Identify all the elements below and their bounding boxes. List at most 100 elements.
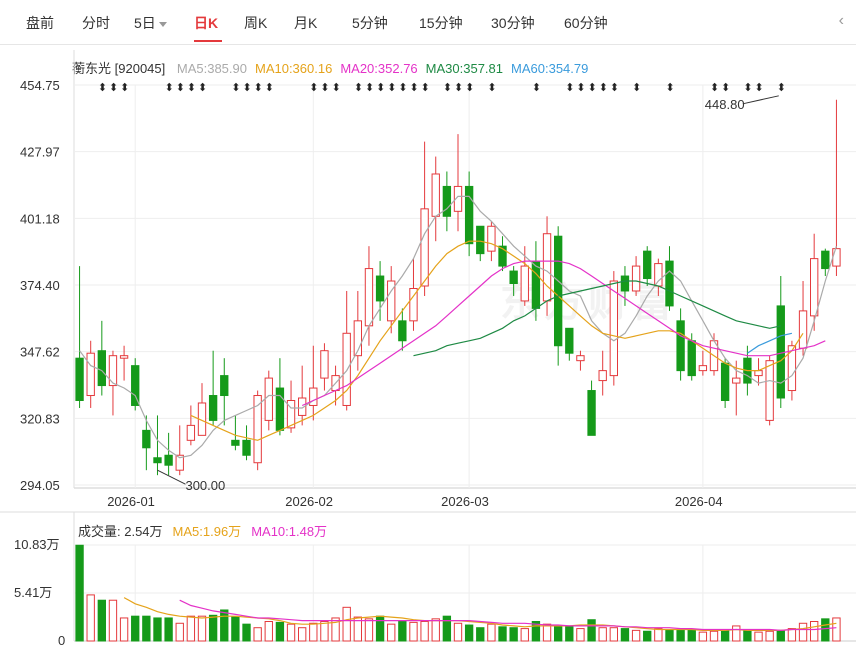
tab-4[interactable]: 周K (244, 15, 268, 31)
volume-bar[interactable] (453, 622, 463, 642)
candle-body[interactable] (798, 310, 808, 349)
candle-body[interactable] (398, 320, 407, 342)
volume-bar[interactable] (264, 620, 273, 642)
candle-body[interactable] (442, 185, 452, 217)
candle-body[interactable] (409, 287, 418, 322)
volume-bar[interactable] (464, 624, 474, 642)
volume-bar[interactable] (531, 620, 541, 642)
candle-body[interactable] (97, 350, 106, 387)
candle-body[interactable] (75, 357, 84, 401)
tab-9[interactable]: 60分钟 (564, 15, 608, 31)
volume-bar[interactable] (798, 622, 808, 642)
volume-bar[interactable] (698, 631, 708, 642)
tab-0[interactable]: 盘前 (26, 15, 54, 31)
volume-bar[interactable] (643, 630, 652, 642)
volume-bar[interactable] (231, 616, 240, 642)
volume-bar[interactable] (654, 628, 663, 642)
candle-body[interactable] (220, 375, 229, 397)
candle-body[interactable] (364, 268, 374, 327)
candle-body[interactable] (810, 258, 819, 317)
volume-bar[interactable] (309, 622, 318, 642)
volume-bar[interactable] (442, 615, 452, 642)
volume-bar[interactable] (576, 628, 585, 642)
volume-bar[interactable] (542, 623, 552, 642)
candle-body[interactable] (320, 350, 329, 379)
candle-body[interactable] (687, 340, 696, 377)
volume-bar[interactable] (186, 615, 196, 642)
volume-bar[interactable] (720, 629, 730, 642)
candle-body[interactable] (565, 327, 574, 354)
volume-bar[interactable] (75, 544, 84, 642)
candle-body[interactable] (453, 185, 463, 212)
volume-bar[interactable] (220, 609, 229, 642)
candle-body[interactable] (286, 399, 296, 429)
candle-body[interactable] (754, 370, 763, 377)
candle-body[interactable] (387, 280, 396, 322)
volume-bar[interactable] (687, 628, 696, 642)
candle-body[interactable] (620, 275, 630, 292)
candle-body[interactable] (420, 208, 429, 287)
volume-bar[interactable] (298, 627, 307, 642)
volume-bar[interactable] (286, 623, 296, 642)
volume-bar[interactable] (709, 630, 719, 642)
volume-bar[interactable] (810, 620, 819, 642)
volume-bar[interactable] (375, 615, 385, 642)
volume-bar[interactable] (242, 623, 251, 642)
candle-body[interactable] (431, 173, 440, 217)
volume-bar[interactable] (754, 631, 763, 642)
candle-body[interactable] (576, 355, 585, 362)
volume-bar[interactable] (487, 623, 496, 642)
volume-bar[interactable] (119, 617, 129, 642)
candle-body[interactable] (665, 260, 674, 307)
candle-body[interactable] (353, 320, 362, 357)
candle-body[interactable] (464, 185, 474, 245)
candle-body[interactable] (86, 352, 95, 397)
candle-body[interactable] (498, 245, 507, 267)
candle-body[interactable] (108, 355, 118, 387)
candle-body[interactable] (309, 387, 318, 406)
volume-bar[interactable] (609, 627, 618, 642)
volume-bar[interactable] (97, 599, 106, 642)
volume-bar[interactable] (197, 615, 207, 642)
volume-bar[interactable] (275, 621, 285, 642)
candle-body[interactable] (275, 387, 285, 431)
candle-body[interactable] (676, 320, 685, 372)
candle-body[interactable] (119, 355, 129, 359)
candle-body[interactable] (476, 225, 485, 255)
candle-body[interactable] (509, 270, 518, 285)
volume-bar[interactable] (565, 626, 574, 642)
volume-bar[interactable] (420, 620, 429, 642)
tab-1[interactable]: 分时 (82, 15, 110, 31)
volume-bar[interactable] (353, 616, 362, 642)
volume-bar[interactable] (832, 617, 841, 642)
candle-body[interactable] (776, 305, 785, 399)
candle-body[interactable] (231, 439, 240, 446)
volume-bar[interactable] (164, 617, 173, 642)
candle-body[interactable] (587, 390, 596, 436)
volume-bar[interactable] (342, 606, 351, 642)
volume-bar[interactable] (331, 617, 340, 642)
candle-body[interactable] (643, 250, 652, 280)
volume-bar[interactable] (631, 629, 641, 642)
collapse-chevron-icon[interactable]: ‹ (838, 12, 844, 29)
candle-body[interactable] (554, 235, 563, 347)
candle-body[interactable] (375, 275, 385, 302)
candle-body[interactable] (832, 248, 841, 267)
candle-body[interactable] (631, 265, 641, 292)
candle-body[interactable] (186, 424, 196, 441)
candle-body[interactable] (531, 260, 541, 309)
tab-3[interactable]: 日K (194, 15, 219, 31)
candle-body[interactable] (598, 370, 607, 382)
candle-body[interactable] (164, 454, 173, 466)
volume-bar[interactable] (387, 623, 396, 642)
volume-bar[interactable] (765, 630, 774, 642)
tab-7[interactable]: 15分钟 (419, 15, 463, 31)
candle-body[interactable] (131, 365, 140, 406)
candle-body[interactable] (153, 457, 162, 464)
candle-body[interactable] (242, 439, 251, 456)
candle-body[interactable] (520, 265, 529, 302)
volume-bar[interactable] (409, 621, 418, 642)
tab-2[interactable]: 5日 (134, 13, 167, 33)
volume-bar[interactable] (743, 629, 752, 642)
